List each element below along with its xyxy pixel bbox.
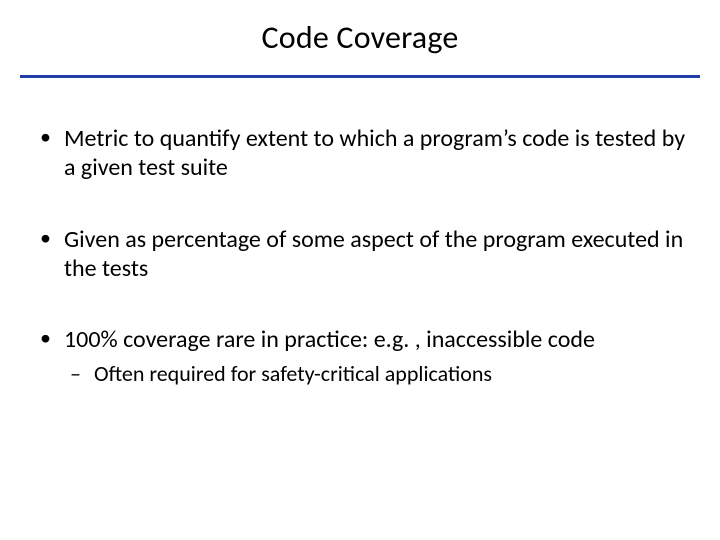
bullet-item: 100% coverage rare in practice: e.g. , i… [34, 325, 686, 388]
slide-title: Code Coverage [0, 18, 720, 57]
bullet-list: Metric to quantify extent to which a pro… [34, 124, 686, 388]
bullet-text: Metric to quantify extent to which a pro… [64, 124, 685, 182]
sub-bullet-list: Often required for safety-critical appli… [64, 360, 686, 388]
sub-bullet-item: Often required for safety-critical appli… [64, 360, 686, 388]
sub-bullet-text: Often required for safety-critical appli… [94, 360, 492, 387]
bullet-text: 100% coverage rare in practice: e.g. , i… [64, 325, 595, 354]
slide: Code Coverage Metric to quantify extent … [0, 0, 720, 540]
bullet-item: Given as percentage of some aspect of th… [34, 225, 686, 284]
title-area: Code Coverage [0, 0, 720, 67]
slide-content: Metric to quantify extent to which a pro… [0, 78, 720, 388]
bullet-text: Given as percentage of some aspect of th… [64, 225, 683, 283]
bullet-item: Metric to quantify extent to which a pro… [34, 124, 686, 183]
